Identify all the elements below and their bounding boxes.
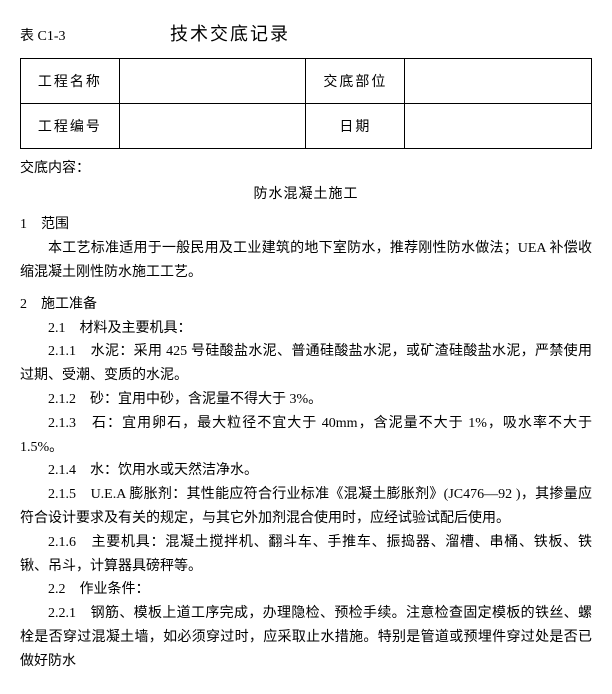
sec-2-1-5: 2.1.5 U.E.A 膨胀剂：其性能应符合行业标准《混凝土膨胀剂》(JC476…: [20, 483, 592, 531]
section-2-heading: 2 施工准备: [20, 293, 592, 313]
sub-title: 防水混凝土施工: [20, 183, 592, 203]
doc-title: 技术交底记录: [170, 20, 290, 46]
project-no-value: [119, 104, 306, 149]
sec-2-1-2: 2.1.2 砂：宜用中砂，含泥量不得大于 3%。: [20, 388, 592, 412]
table-row: 工程名称 交底部位: [21, 59, 592, 104]
sec-2-1-1: 2.1.1 水泥：采用 425 号硅酸盐水泥、普通硅酸盐水泥，或矿渣硅酸盐水泥，…: [20, 340, 592, 388]
sec-2-2: 2.2 作业条件：: [20, 578, 592, 602]
part-label: 交底部位: [306, 59, 405, 104]
sec-2-1-3: 2.1.3 石：宜用卵石，最大粒径不宜大于 40mm，含泥量不大于 1%，吸水率…: [20, 412, 592, 460]
date-value: [405, 104, 592, 149]
date-label: 日期: [306, 104, 405, 149]
sec-2-1-4: 2.1.4 水：饮用水或天然洁净水。: [20, 459, 592, 483]
project-name-label: 工程名称: [21, 59, 120, 104]
section-1-heading: 1 范围: [20, 213, 592, 233]
content-label: 交底内容：: [20, 157, 592, 177]
sec-2-1: 2.1 材料及主要机具：: [20, 317, 592, 341]
sec-2-2-1: 2.2.1 钢筋、模板上道工序完成，办理隐检、预检手续。注意检查固定模板的铁丝、…: [20, 602, 592, 673]
table-code: 表 C1-3: [20, 25, 170, 45]
section-1-para: 本工艺标准适用于一般民用及工业建筑的地下室防水，推荐刚性防水做法；UEA 补偿收…: [20, 237, 592, 285]
sec-2-1-6: 2.1.6 主要机具：混凝土搅拌机、翻斗车、手推车、振捣器、溜槽、串桶、铁板、铁…: [20, 531, 592, 579]
project-name-value: [119, 59, 306, 104]
project-no-label: 工程编号: [21, 104, 120, 149]
table-row: 工程编号 日期: [21, 104, 592, 149]
info-table: 工程名称 交底部位 工程编号 日期: [20, 58, 592, 149]
part-value: [405, 59, 592, 104]
